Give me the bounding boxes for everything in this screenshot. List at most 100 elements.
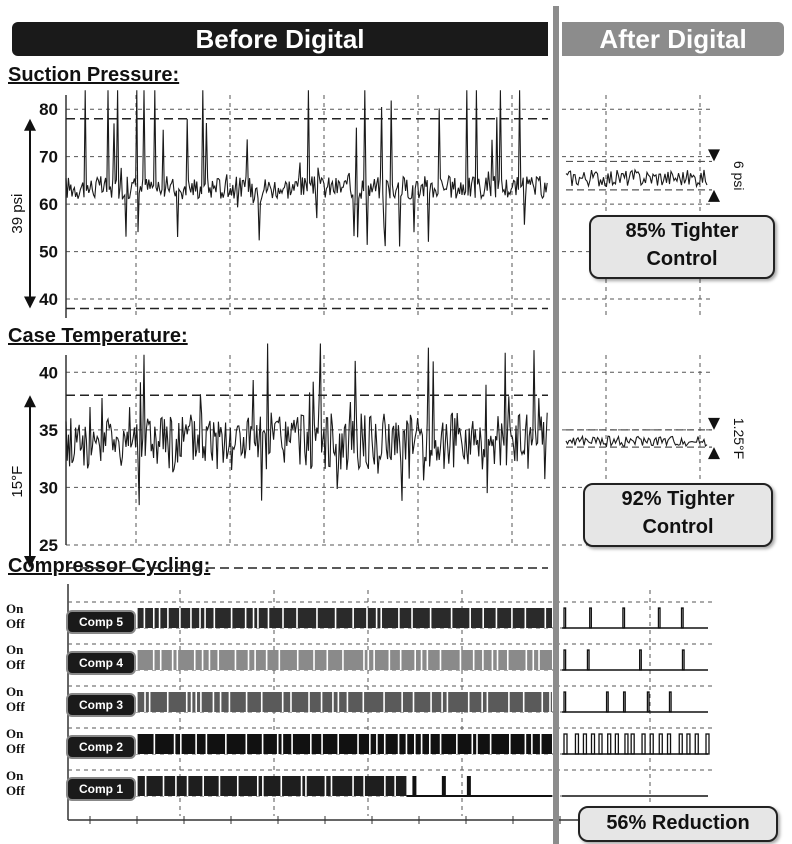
comp-off-gap <box>313 650 315 670</box>
comp-off-gap <box>213 608 216 628</box>
comp-off-gap <box>234 650 237 670</box>
comp-off-gap <box>539 734 542 754</box>
comp-off-gap <box>450 608 453 628</box>
comp-off-gap <box>200 692 202 712</box>
comp-off-gap <box>176 650 179 670</box>
comp-off-gap <box>217 650 220 670</box>
comp-off-gap <box>472 650 475 670</box>
comp-after-pulse <box>589 607 592 629</box>
comp-off-gap <box>398 608 400 628</box>
comp-off-gap <box>167 608 169 628</box>
comp-after-pulse <box>622 607 626 629</box>
comp-off-gap <box>179 608 181 628</box>
suction-after-arrow-up <box>708 189 720 202</box>
comp-after-pulse <box>666 733 672 755</box>
comp-off-gap <box>324 776 327 796</box>
suction-callout-line1: 85% Tighter <box>625 220 739 242</box>
comp-off-gap <box>236 776 239 796</box>
suction-range-before-label: 39 psi <box>9 194 26 234</box>
comp-off-gap <box>195 734 197 754</box>
comp-off-gap <box>363 650 365 670</box>
comp-off-gap <box>278 650 281 670</box>
comp-off-gap <box>495 608 498 628</box>
comp-off-gap <box>256 776 259 796</box>
comp-off-gap <box>369 734 371 754</box>
comp-off-gap <box>352 608 354 628</box>
comp-off-gap <box>316 608 318 628</box>
comp-off-gap <box>397 734 400 754</box>
comp-off-gap <box>175 776 177 796</box>
suction-tick-label: 60 <box>39 195 58 214</box>
comp-after-pulse <box>694 733 699 755</box>
comp-after-pulse <box>563 691 567 713</box>
comp-after-pulse <box>646 691 650 713</box>
comp-off-gap <box>321 734 323 754</box>
comp-after-pulse <box>639 649 642 671</box>
comp3-label: Comp 3 <box>66 693 136 717</box>
comp-off-gap <box>334 608 337 628</box>
case-arrow-head-down <box>24 556 36 569</box>
comp-off-gap <box>162 776 165 796</box>
comp-off-gap <box>225 734 227 754</box>
case-range-before-label: 15°F <box>9 466 26 498</box>
comp-off-gap <box>525 650 528 670</box>
comp-off-gap <box>469 608 471 628</box>
comp-off-gap <box>337 734 340 754</box>
compressor-callout: 56% Reduction <box>578 806 778 842</box>
comp-off-gap <box>152 608 155 628</box>
comp-off-gap <box>218 776 221 796</box>
comp-off-gap <box>228 692 231 712</box>
case-callout-line1: 92% Tighter <box>621 488 735 510</box>
comp-off-gap <box>429 608 432 628</box>
comp-off-gap <box>522 692 525 712</box>
comp-off-gap <box>428 734 431 754</box>
comp-off-gap <box>205 734 208 754</box>
comp-off-gap <box>373 650 375 670</box>
comp-off-gap <box>260 692 263 712</box>
comp-off-gap <box>394 776 396 796</box>
comp-after-pulse <box>658 733 663 755</box>
comp-before-band <box>136 608 552 628</box>
after-digital-banner: After Digital <box>562 22 784 56</box>
comp-off-gap <box>199 608 201 628</box>
case-callout: 92% Tighter Control <box>583 483 773 547</box>
comp-off-gap <box>332 692 334 712</box>
comp-off-gap <box>326 650 329 670</box>
comp-off-gap <box>420 650 423 670</box>
comp-off-gap <box>467 692 470 712</box>
comp-off-gap <box>367 650 370 670</box>
comp-off-gap <box>144 692 146 712</box>
case-tick-label: 30 <box>39 478 58 497</box>
comp-off-gap <box>190 608 192 628</box>
comp-off-gap <box>401 692 403 712</box>
comp-off-gap <box>136 650 138 670</box>
comp1-label: Comp 1 <box>66 777 136 801</box>
comp-off-gap <box>489 734 492 754</box>
suction-tick-label: 80 <box>39 100 58 119</box>
comp-off-gap <box>190 692 193 712</box>
comp-off-gap <box>173 734 176 754</box>
comp4-off-label: Off <box>6 657 25 672</box>
comp-off-gap <box>363 776 365 796</box>
comp-off-gap <box>549 692 551 712</box>
comp-off-gap <box>411 608 413 628</box>
suction-tick-label: 40 <box>39 290 58 309</box>
comp-off-gap <box>261 734 264 754</box>
suction-before-trace <box>65 90 548 247</box>
comp-off-gap <box>538 650 540 670</box>
comp-off-gap <box>296 650 299 670</box>
comp-after-pulse <box>705 733 710 755</box>
comp-off-gap <box>439 734 442 754</box>
comp-off-gap <box>491 650 494 670</box>
comp-off-gap <box>219 692 222 712</box>
comp-after-pulse <box>574 733 580 755</box>
comp-before-band <box>136 734 552 754</box>
comp-off-gap <box>496 650 499 670</box>
comp-off-gap <box>153 734 156 754</box>
comp2-on-label: On <box>6 726 24 741</box>
comp-off-gap <box>245 692 248 712</box>
suction-tick-label: 70 <box>39 148 58 167</box>
comp-off-gap <box>481 692 483 712</box>
comp1-on-label: On <box>6 768 24 783</box>
comp-off-gap <box>459 650 462 670</box>
